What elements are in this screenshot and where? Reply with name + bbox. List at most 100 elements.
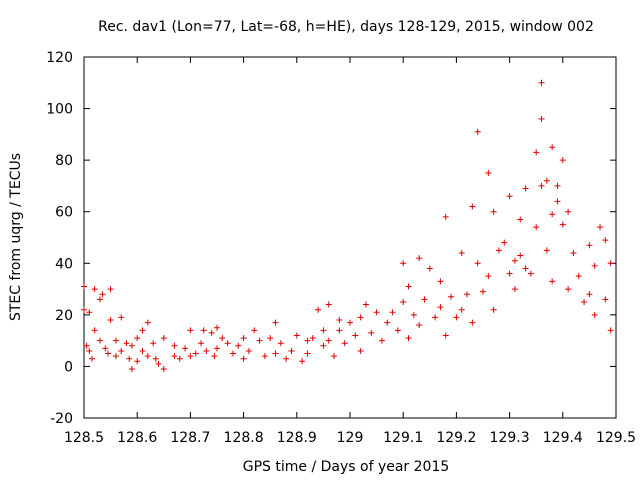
y-axis-label: STEC from uqrg / TECUs: [8, 153, 24, 321]
data-point: [160, 335, 167, 342]
data-point: [559, 157, 566, 164]
data-point: [144, 353, 151, 360]
data-point: [229, 350, 236, 357]
x-tick-label: 129.4: [543, 430, 583, 446]
data-point: [224, 340, 231, 347]
data-point: [543, 247, 550, 254]
x-tick-label: 129: [337, 430, 364, 446]
data-point: [134, 335, 141, 342]
data-point: [575, 273, 582, 280]
data-point: [586, 291, 593, 298]
data-point: [416, 322, 423, 329]
data-point: [341, 340, 348, 347]
x-tick-label: 128.8: [224, 430, 264, 446]
data-point: [389, 309, 396, 316]
data-point: [554, 182, 561, 189]
data-point: [453, 314, 460, 321]
data-point: [442, 213, 449, 220]
data-point: [480, 288, 486, 295]
data-point: [554, 198, 561, 205]
data-point: [527, 270, 534, 277]
data-point: [171, 353, 178, 360]
data-point: [208, 329, 215, 336]
data-point: [357, 314, 364, 321]
x-tick-label: 128.5: [64, 430, 104, 446]
data-point: [139, 327, 146, 334]
data-point: [182, 345, 189, 352]
data-point: [112, 353, 119, 360]
data-point: [99, 291, 106, 298]
data-point: [214, 324, 220, 331]
data-point: [304, 337, 311, 344]
data-point: [442, 332, 449, 339]
data-point: [187, 327, 194, 334]
data-point: [104, 350, 111, 357]
data-point: [86, 309, 93, 316]
data-point: [586, 242, 593, 249]
data-point: [405, 335, 412, 342]
data-point: [83, 342, 90, 349]
x-tick-label: 129.3: [490, 430, 530, 446]
data-point: [469, 319, 476, 326]
data-point: [565, 286, 572, 293]
data-point: [347, 319, 353, 326]
data-point: [602, 296, 609, 303]
data-point: [549, 211, 556, 218]
data-point: [128, 366, 135, 373]
data-point: [437, 278, 444, 285]
data-point: [293, 332, 300, 339]
data-point: [538, 115, 545, 122]
data-point: [299, 358, 306, 365]
data-point: [107, 286, 114, 293]
data-point: [549, 278, 556, 285]
data-point: [511, 286, 518, 293]
data-point: [522, 185, 529, 192]
data-point: [336, 327, 343, 334]
data-point: [373, 309, 380, 316]
data-point: [272, 350, 279, 357]
data-point: [200, 327, 207, 334]
data-point: [86, 347, 93, 354]
x-tick-label: 129.5: [596, 430, 636, 446]
data-point: [607, 327, 614, 334]
data-point: [570, 249, 577, 256]
data-point: [245, 347, 252, 354]
data-point: [155, 360, 162, 367]
data-point: [357, 347, 364, 354]
data-point: [81, 283, 87, 290]
x-tick-label: 129.2: [436, 430, 476, 446]
y-tick-label: 80: [55, 153, 73, 169]
data-point: [506, 270, 513, 277]
data-point: [410, 311, 417, 318]
data-point: [458, 306, 465, 313]
data-point: [511, 257, 518, 264]
data-point: [240, 335, 247, 342]
data-point: [325, 337, 332, 344]
data-point: [517, 252, 524, 259]
data-point: [581, 298, 588, 305]
data-point: [320, 327, 327, 334]
data-point: [394, 327, 401, 334]
data-point: [152, 355, 159, 362]
data-point: [400, 260, 407, 267]
data-point: [277, 340, 284, 347]
data-point: [240, 355, 247, 362]
data-point: [102, 345, 109, 352]
data-point: [96, 337, 103, 344]
data-point: [591, 311, 598, 318]
data-point: [219, 335, 226, 342]
data-point: [559, 221, 566, 228]
data-point: [474, 260, 481, 267]
data-point: [160, 366, 167, 373]
data-points: [81, 79, 614, 373]
data-point: [171, 342, 178, 349]
data-point: [538, 182, 545, 189]
data-point: [261, 353, 268, 360]
data-point: [384, 319, 391, 326]
data-point: [88, 355, 95, 362]
data-point: [267, 335, 274, 342]
data-point: [272, 319, 279, 326]
data-point: [176, 355, 183, 362]
data-point: [211, 353, 218, 360]
data-point: [187, 353, 194, 360]
